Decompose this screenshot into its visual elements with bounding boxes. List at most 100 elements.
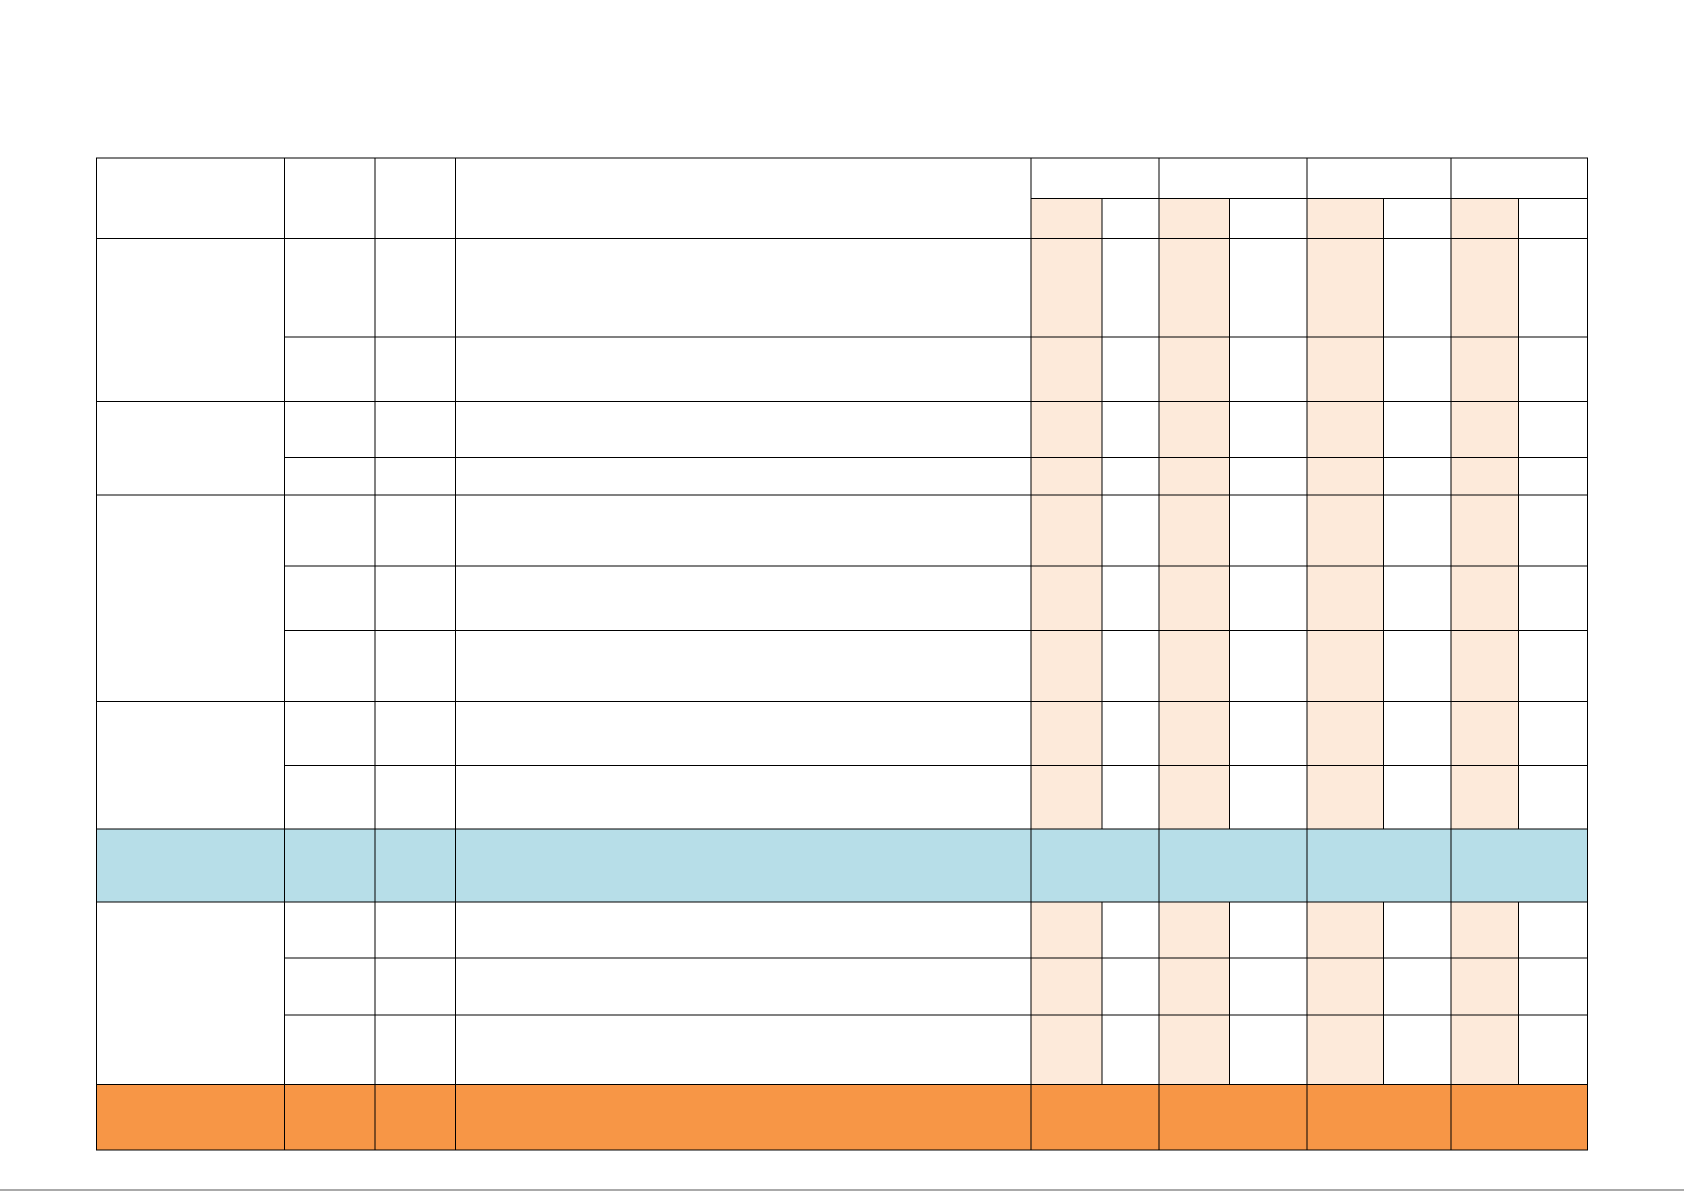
value-cell <box>1229 457 1308 496</box>
value-cell <box>1450 494 1520 567</box>
value-cell <box>1450 700 1520 767</box>
value-cell <box>1306 565 1384 631</box>
value-cell <box>1101 565 1160 631</box>
value-cell <box>1229 401 1308 459</box>
value-cell <box>1306 629 1384 702</box>
subtotal-cell <box>284 828 376 903</box>
header-cell <box>284 157 376 239</box>
header-group-cell <box>1306 157 1452 200</box>
value-cell <box>1450 629 1520 702</box>
value-cell <box>1101 237 1160 338</box>
value-cell <box>1450 336 1520 403</box>
value-cell <box>1158 457 1231 496</box>
value-cell <box>1101 901 1160 959</box>
value-cell <box>1518 700 1588 767</box>
header-sub-cell <box>1382 198 1452 239</box>
value-cell <box>1101 957 1160 1016</box>
header-cell <box>374 157 456 239</box>
value-cell <box>1158 401 1231 459</box>
value-cell <box>1306 901 1384 959</box>
value-cell <box>1229 700 1308 767</box>
value-cell <box>1306 957 1384 1016</box>
value-cell <box>1101 494 1160 567</box>
subtotal-cell <box>1158 828 1308 903</box>
table-cell <box>454 237 1032 338</box>
table-cell <box>284 957 376 1016</box>
value-cell <box>1382 457 1452 496</box>
value-cell <box>1518 494 1588 567</box>
value-cell <box>1030 457 1103 496</box>
value-cell <box>1158 1014 1231 1086</box>
table-cell <box>374 494 456 567</box>
value-cell <box>1306 765 1384 830</box>
table-cell <box>284 401 376 459</box>
total-cell <box>1450 1084 1588 1151</box>
header-sub-cell <box>1229 198 1308 239</box>
value-cell <box>1518 565 1588 631</box>
value-cell <box>1030 401 1103 459</box>
value-cell <box>1518 457 1588 496</box>
header-group-cell <box>1450 157 1588 200</box>
table-cell <box>374 629 456 702</box>
value-cell <box>1101 1014 1160 1086</box>
value-cell <box>1101 629 1160 702</box>
value-cell <box>1382 336 1452 403</box>
value-cell <box>1229 957 1308 1016</box>
value-cell <box>1382 700 1452 767</box>
table-cell <box>284 336 376 403</box>
header-group-cell <box>1158 157 1308 200</box>
total-cell <box>96 1084 286 1151</box>
header-sub-cell <box>1518 198 1588 239</box>
value-cell <box>1030 494 1103 567</box>
table-cell <box>374 401 456 459</box>
value-cell <box>1382 565 1452 631</box>
value-cell <box>1229 237 1308 338</box>
value-cell <box>1450 1014 1520 1086</box>
value-cell <box>1101 457 1160 496</box>
table-cell <box>284 494 376 567</box>
value-cell <box>1450 765 1520 830</box>
header-sub-cell <box>1101 198 1160 239</box>
table-cell <box>454 1014 1032 1086</box>
value-cell <box>1229 765 1308 830</box>
value-cell <box>1030 957 1103 1016</box>
value-cell <box>1306 700 1384 767</box>
table-cell <box>374 957 456 1016</box>
value-cell <box>1306 457 1384 496</box>
value-cell <box>1229 565 1308 631</box>
value-cell <box>1158 629 1231 702</box>
value-cell <box>1030 565 1103 631</box>
value-cell <box>1101 700 1160 767</box>
value-cell <box>1229 901 1308 959</box>
table-cell <box>374 765 456 830</box>
table-cell <box>284 765 376 830</box>
value-cell <box>1306 401 1384 459</box>
value-cell <box>1229 336 1308 403</box>
table-cell <box>374 1014 456 1086</box>
table-cell <box>454 901 1032 959</box>
value-cell <box>1382 1014 1452 1086</box>
table-cell <box>454 700 1032 767</box>
table-cell <box>374 336 456 403</box>
value-cell <box>1450 457 1520 496</box>
table-cell <box>454 336 1032 403</box>
total-cell <box>1030 1084 1160 1151</box>
subtotal-cell <box>454 828 1032 903</box>
header-sub-cell <box>1306 198 1384 239</box>
group-cell <box>96 237 286 403</box>
table-cell <box>454 494 1032 567</box>
value-cell <box>1518 901 1588 959</box>
subtotal-cell <box>1306 828 1452 903</box>
total-cell <box>1158 1084 1308 1151</box>
total-cell <box>454 1084 1032 1151</box>
value-cell <box>1101 765 1160 830</box>
table-cell <box>374 457 456 496</box>
group-cell <box>96 700 286 830</box>
table-cell <box>374 237 456 338</box>
value-cell <box>1101 401 1160 459</box>
table-cell <box>454 565 1032 631</box>
value-cell <box>1382 401 1452 459</box>
value-cell <box>1450 901 1520 959</box>
total-cell <box>374 1084 456 1151</box>
